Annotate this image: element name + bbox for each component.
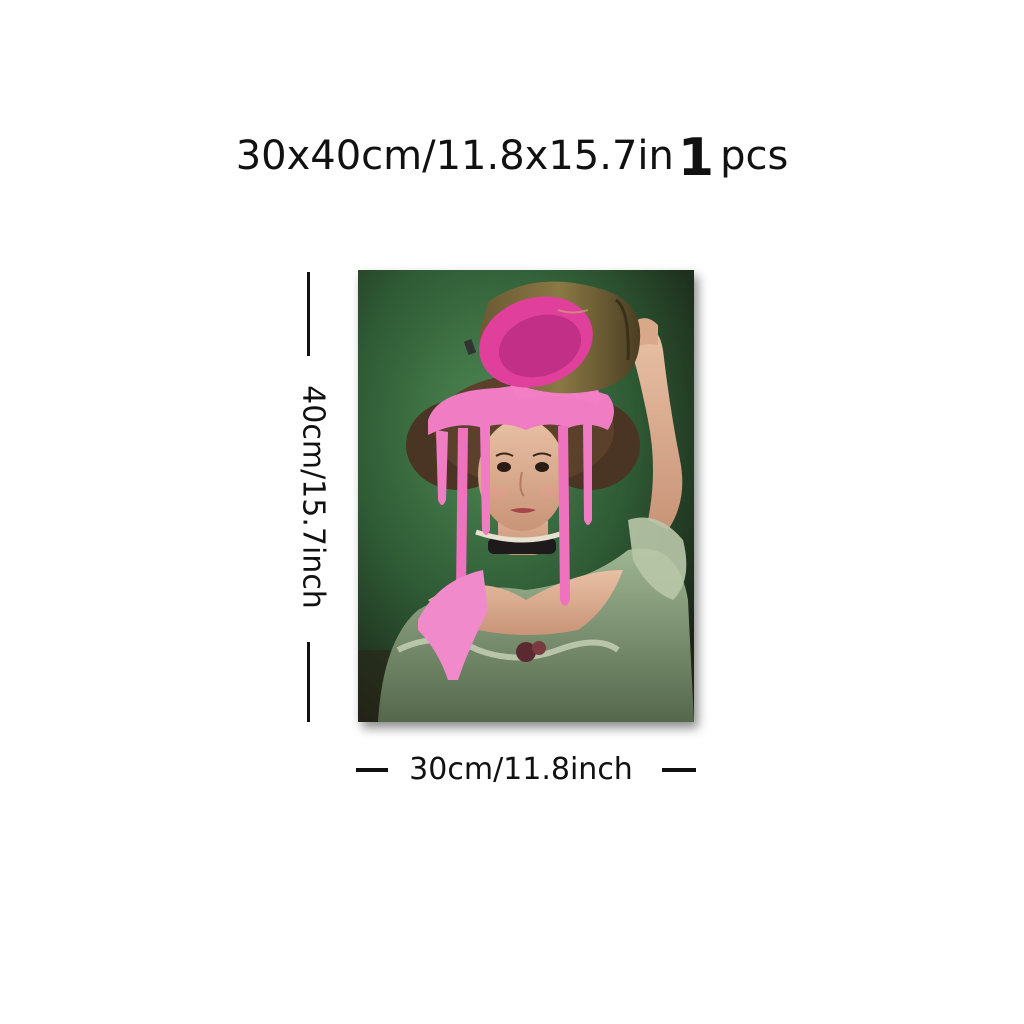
height-dimension-label: 40cm/15.7inch	[293, 372, 333, 622]
portrait-painting	[358, 270, 694, 722]
height-dimension-line-bottom	[307, 642, 310, 722]
quantity-text: 1	[677, 128, 715, 188]
width-dimension-line-left	[356, 768, 388, 772]
size-text: 30x40cm/11.8x15.7in	[235, 133, 674, 179]
canvas-artwork	[358, 270, 694, 722]
product-size-title: 30x40cm/11.8x15.7in1 pcs	[0, 128, 1024, 188]
width-dimension-label: 30cm/11.8inch	[409, 752, 633, 787]
unit-text: pcs	[720, 133, 789, 179]
width-dimension-line-right	[662, 768, 696, 772]
height-label-text: 40cm/15.7inch	[295, 385, 331, 609]
height-dimension-line-top	[307, 272, 310, 356]
